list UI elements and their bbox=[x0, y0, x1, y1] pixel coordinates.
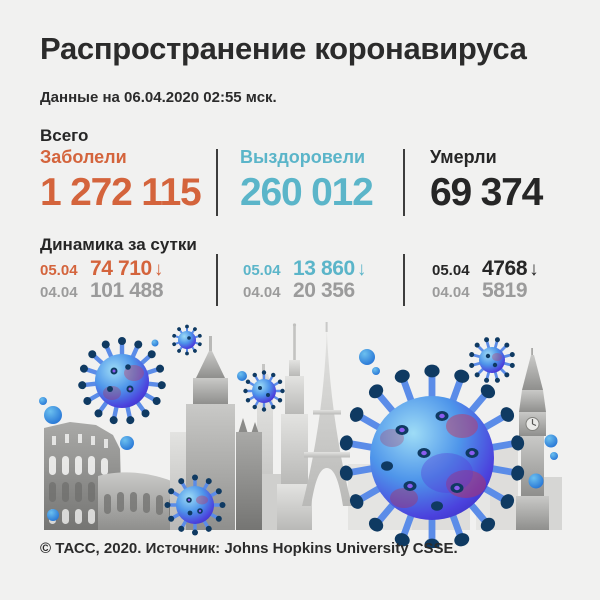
dynamics-value: 74 710 bbox=[90, 257, 152, 280]
dynamics-value: 4768 bbox=[482, 257, 528, 280]
stat-label-recovered: Выздоровели bbox=[240, 147, 366, 167]
virus-icon bbox=[171, 324, 203, 356]
virus-particle-dots bbox=[39, 339, 558, 521]
decrease-arrow-icon: ↓ bbox=[153, 259, 164, 280]
dynamics-row-previous: 04.04 101 488 bbox=[40, 279, 164, 302]
dynamics-column-died: 05.04 4768 ↓ 04.04 5819 bbox=[432, 258, 539, 302]
column-divider bbox=[403, 149, 405, 216]
dynamics-value: 20 356 bbox=[293, 279, 355, 302]
column-divider bbox=[216, 149, 218, 216]
dynamics-row-current: 05.04 74 710 ↓ bbox=[40, 257, 164, 281]
virus-icon bbox=[338, 364, 526, 548]
stat-value-recovered: 260 012 bbox=[240, 171, 374, 214]
date-label: 05.04 bbox=[243, 262, 281, 279]
page-title: Распространение коронавируса bbox=[40, 31, 527, 66]
footer-credit: © ТАСС, 2020. Источник: Johns Hopkins Un… bbox=[40, 540, 458, 557]
date-label: 05.04 bbox=[40, 262, 78, 279]
date-label: 04.04 bbox=[432, 284, 470, 301]
date-label: 04.04 bbox=[40, 284, 78, 301]
stat-column-infected: Заболели 1 272 115 bbox=[40, 147, 202, 214]
column-divider bbox=[403, 254, 405, 306]
dynamics-row-current: 05.04 13 860 ↓ bbox=[243, 257, 367, 281]
totals-section-label: Всего bbox=[40, 126, 89, 145]
stat-value-died: 69 374 bbox=[430, 171, 543, 214]
landmark-eiffel-tower bbox=[302, 322, 352, 506]
virus-icon bbox=[468, 336, 516, 384]
landmark-empire-state-building bbox=[277, 323, 312, 530]
decrease-arrow-icon: ↓ bbox=[529, 259, 539, 280]
data-timestamp: Данные на 06.04.2020 02:55 мск. bbox=[40, 89, 277, 106]
stat-column-recovered: Выздоровели 260 012 bbox=[240, 147, 374, 214]
date-label: 04.04 bbox=[243, 284, 281, 301]
dynamics-column-recovered: 05.04 13 860 ↓ 04.04 20 356 bbox=[243, 258, 366, 302]
stat-label-died: Умерли bbox=[430, 147, 497, 167]
virus-icon bbox=[243, 370, 285, 412]
dynamics-value: 13 860 bbox=[293, 257, 355, 280]
dynamics-row-current: 05.04 4768 ↓ bbox=[432, 257, 539, 281]
virus-icon bbox=[164, 474, 226, 536]
decrease-arrow-icon: ↓ bbox=[356, 259, 367, 280]
dynamics-value: 101 488 bbox=[90, 279, 164, 302]
dynamics-row-previous: 04.04 5819 bbox=[432, 280, 539, 302]
dynamics-value: 5819 bbox=[482, 279, 528, 302]
virus-icon bbox=[77, 337, 167, 425]
stat-label-infected: Заболели bbox=[40, 147, 127, 167]
dynamics-section-label: Динамика за сутки bbox=[40, 235, 197, 254]
column-divider bbox=[216, 254, 218, 306]
stat-value-infected: 1 272 115 bbox=[40, 171, 202, 214]
dynamics-row-previous: 04.04 20 356 bbox=[243, 280, 366, 302]
skyline-illustration bbox=[39, 322, 562, 548]
dynamics-column-infected: 05.04 74 710 ↓ 04.04 101 488 bbox=[40, 257, 164, 302]
stat-column-died: Умерли 69 374 bbox=[430, 147, 543, 214]
date-label: 05.04 bbox=[432, 262, 470, 279]
landmark-colosseum bbox=[44, 422, 186, 530]
